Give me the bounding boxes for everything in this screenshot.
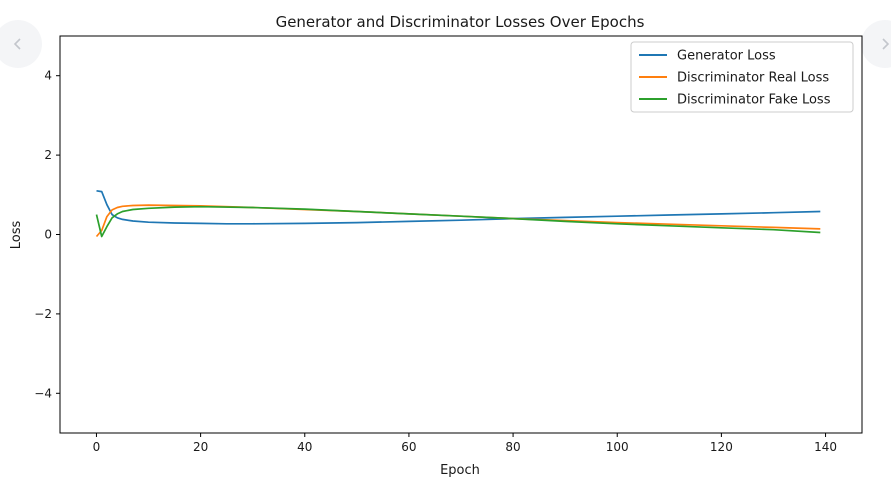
y-tick-label: 4	[44, 69, 52, 83]
y-tick-label: 0	[44, 228, 52, 242]
x-axis-label: Epoch	[440, 463, 480, 478]
x-tick-label: 20	[193, 440, 208, 454]
x-tick-label: 80	[505, 440, 520, 454]
y-tick-label: −2	[34, 307, 52, 321]
series-line-1	[96, 189, 821, 225]
y-tick-label: −4	[34, 386, 52, 400]
x-tick-label: 140	[814, 440, 837, 454]
legend-label: Discriminator Fake Loss	[677, 93, 831, 108]
chart-title: Generator and Discriminator Losses Over …	[276, 13, 645, 31]
x-tick-label: 100	[606, 440, 629, 454]
legend-label: Discriminator Real Loss	[677, 71, 829, 86]
previous-button[interactable]	[0, 20, 42, 68]
y-tick-label: 2	[44, 148, 52, 162]
x-tick-label: 120	[710, 440, 733, 454]
chevron-left-icon	[13, 38, 21, 50]
chevron-right-icon	[882, 38, 890, 50]
legend-label: Generator Loss	[677, 49, 776, 64]
x-tick-label: 40	[297, 440, 312, 454]
x-tick-label: 0	[93, 440, 101, 454]
y-axis-label: Loss	[9, 221, 24, 250]
legend: Generator Loss Discriminator Real Loss Dis…	[630, 41, 854, 113]
x-tick-label: 60	[401, 440, 416, 454]
series-line-3	[95, 205, 821, 238]
legend-box	[630, 41, 854, 113]
